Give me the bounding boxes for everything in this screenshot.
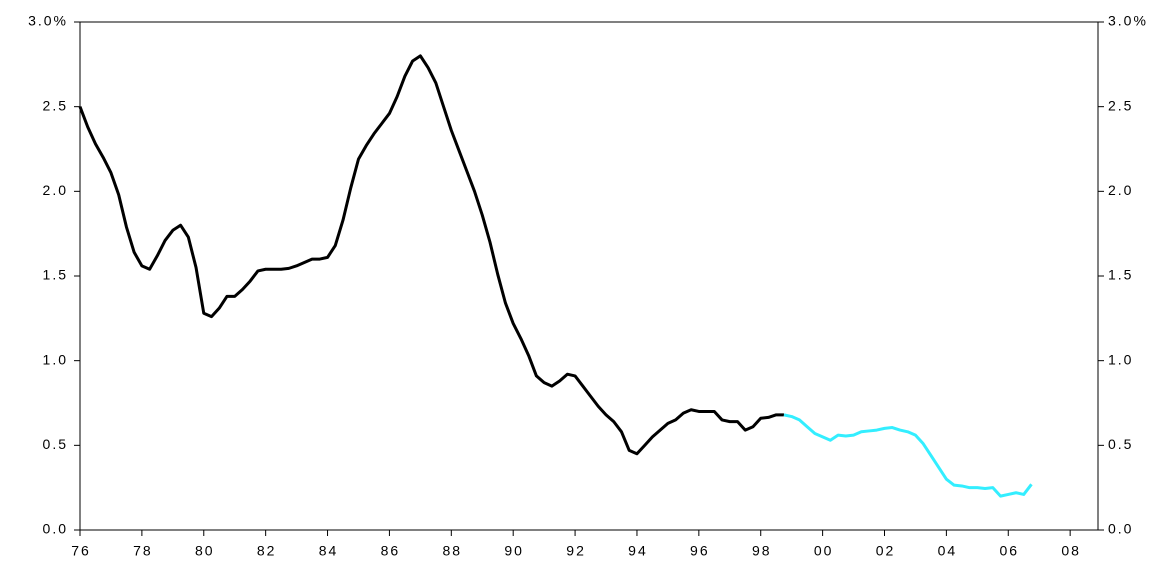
y-tick-label: 1.5 <box>43 267 68 283</box>
y-tick-label: 2.5 <box>43 97 68 113</box>
x-tick-label: 84 <box>319 543 339 559</box>
x-tick-label: 78 <box>133 543 153 559</box>
y2-tick-label: 3.0% <box>1108 13 1148 29</box>
y2-tick-label: 2.5 <box>1108 97 1133 113</box>
x-tick-label: 80 <box>195 543 215 559</box>
series-line <box>78 54 784 456</box>
y-tick-label: 1.0 <box>43 351 68 367</box>
x-tick-label: 94 <box>628 543 648 559</box>
x-tick-label: 82 <box>257 543 277 559</box>
y-tick-label: 3.0% <box>28 13 68 29</box>
x-tick-label: 00 <box>814 543 834 559</box>
x-tick-label: 92 <box>566 543 586 559</box>
x-tick-label: 98 <box>752 543 772 559</box>
x-tick-label: 90 <box>504 543 524 559</box>
plot-frame <box>79 21 1099 531</box>
y-tick-label: 2.0 <box>43 182 68 198</box>
x-tick-label: 88 <box>443 543 463 559</box>
y2-tick-label: 1.0 <box>1108 351 1133 367</box>
y-tick-label: 0.0 <box>43 521 68 537</box>
x-tick-label: 02 <box>876 543 896 559</box>
x-tick-label: 04 <box>938 543 958 559</box>
x-tick-label: 08 <box>1061 543 1081 559</box>
y2-tick-label: 2.0 <box>1108 182 1133 198</box>
x-tick-label: 76 <box>71 543 91 559</box>
series-line <box>783 413 1033 498</box>
x-tick-label: 86 <box>381 543 401 559</box>
y-tick-label: 0.5 <box>43 436 68 452</box>
x-tick-label: 96 <box>690 543 710 559</box>
y2-tick-label: 1.5 <box>1108 267 1133 283</box>
x-tick-label: 06 <box>999 543 1019 559</box>
y2-tick-label: 0.0 <box>1108 521 1133 537</box>
y2-tick-label: 0.5 <box>1108 436 1133 452</box>
